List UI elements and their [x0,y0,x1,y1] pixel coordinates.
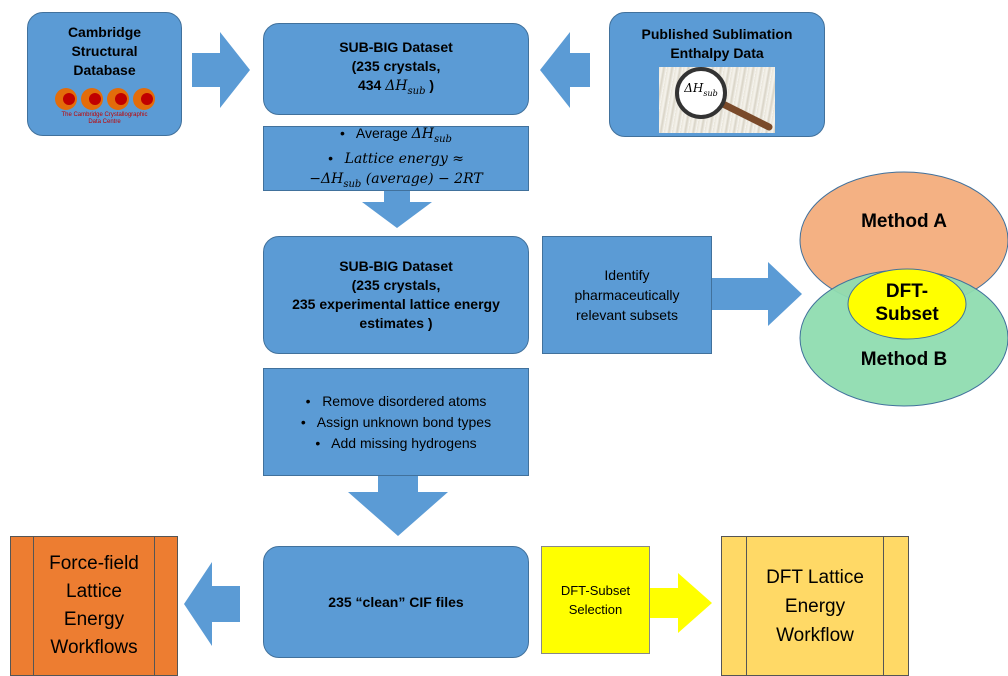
forcefield-line: Workflows [50,637,138,658]
arrow-published-to-dataset [540,32,590,108]
cleaning-item: • Remove disordered atoms [305,392,487,409]
forcefield-line: Lattice [66,581,122,602]
averaging-step-box: • Average ΔHsub • Lattice energy ≈ −ΔHsu… [263,124,529,191]
subbig-dataset-box: SUB-BIG Dataset (235 crystals, 434 ΔHsub… [263,23,529,115]
magnifier-label: ΔHsub [684,81,718,99]
csd-title-line: Structural [71,43,138,59]
published-title-line: Published Sublimation [641,26,793,42]
dft-workflow-line: DFT Lattice [766,566,864,588]
arrow-clean-to-forcefield [184,562,240,646]
ccdc-logo-icon [54,88,155,110]
identify-line: relevant subsets [576,307,678,323]
dataset-enthalpy-count: 434 ΔHsub ) [357,76,435,97]
csd-title-line: Database [73,62,136,78]
arrow-identify-to-venn [712,262,802,326]
dataset2-estimates: 235 experimental lattice energy [292,296,500,312]
dft-subset-label: DFT- Subset [875,281,939,325]
method-a-label: Method A [861,211,947,232]
process-bar [154,537,155,675]
ccdc-logo-caption: The Cambridge Crystallographic [61,112,148,118]
dft-workflow-line: Workflow [776,624,854,646]
process-bar [33,537,34,675]
arrow-down-1 [362,190,432,228]
cleaning-item: • Assign unknown bond types [300,413,492,430]
cleaning-item: • Add missing hydrogens [315,434,477,451]
dft-workflow-box: DFT Lattice Energy Workflow [721,536,909,676]
venn-dft-subset [847,268,967,340]
published-title-line: Enthalpy Data [670,45,764,61]
ccdc-logo-caption: Data Centre [88,119,121,125]
process-bar [883,537,884,675]
arrow-csd-to-dataset [192,32,250,108]
method-b-label: Method B [860,349,948,370]
csd-box: Cambridge Structural Database The Cambri… [27,12,182,136]
magnifier-icon [675,67,773,131]
lattice-energy-formula: −ΔHsub (average) − 2RT [309,170,483,190]
identify-line: pharmaceutically [574,287,680,303]
average-enthalpy-item: • Average ΔHsub [340,124,452,145]
dataset-crystals: (235 crystals, [351,57,441,74]
forcefield-line: Energy [63,609,125,630]
dataset2-title: SUB-BIG Dataset [339,258,453,274]
dft-select-line: DFT-Subset [560,583,631,598]
dft-workflow-line: Energy [784,595,846,617]
identify-line: Identify [604,267,650,283]
dataset2-crystals: (235 crystals, [351,277,441,293]
process-bar [746,537,747,675]
dataset2-estimates-end: estimates ) [359,315,433,331]
forcefield-line: Force-field [49,553,139,574]
identify-subsets-box: Identify pharmaceutically relevant subse… [542,236,712,354]
lattice-energy-item: • Lattice energy ≈ [328,149,464,167]
cleaning-step-box: • Remove disordered atoms • Assign unkno… [263,368,529,476]
dft-subset-selection-box: DFT-Subset Selection [541,546,650,654]
subbig-dataset-estimates-box: SUB-BIG Dataset (235 crystals, 235 exper… [263,236,529,354]
csd-title-line: Cambridge [67,24,142,40]
clean-cif-files-box: 235 “clean” CIF files [263,546,529,658]
arrow-down-2 [348,476,448,536]
arrow-select-to-workflow [650,573,712,633]
magnifier-image: ΔHsub [659,67,775,133]
dft-select-line: Selection [568,602,623,617]
dataset-title: SUB-BIG Dataset [339,38,453,55]
forcefield-workflow-box: Force-field Lattice Energy Workflows [10,536,178,676]
clean-cif-label: 235 “clean” CIF files [328,593,464,610]
published-data-box: Published Sublimation Enthalpy Data ΔHsu… [609,12,825,137]
